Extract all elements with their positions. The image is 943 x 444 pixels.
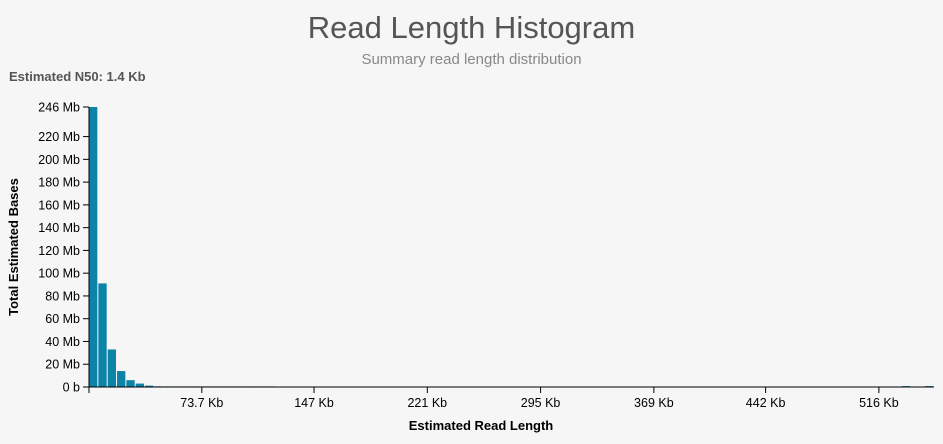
x-tick-label: 295 Kb bbox=[521, 396, 561, 410]
y-tick-label: 120 Mb bbox=[38, 244, 80, 258]
x-tick-label: 147 Kb bbox=[294, 396, 334, 410]
y-axis: 0 b 20 Mb 40 Mb 60 Mb 80 Mb 100 Mb 120 Mb 140 M… bbox=[38, 101, 90, 395]
histogram-bar bbox=[135, 383, 145, 387]
y-tick-label: 20 Mb bbox=[45, 358, 80, 372]
histogram-bar bbox=[117, 371, 126, 387]
y-tick-label: 180 Mb bbox=[38, 176, 80, 190]
histogram-bar bbox=[89, 107, 98, 387]
x-tick-label: 369 Kb bbox=[634, 396, 674, 410]
x-tick-label: 73.7 Kb bbox=[180, 396, 223, 410]
y-tick-label: 40 Mb bbox=[45, 335, 80, 349]
chart-title: Read Length Histogram bbox=[307, 10, 636, 45]
y-tick-label: 246 Mb bbox=[38, 101, 80, 115]
histogram-bar bbox=[107, 349, 117, 387]
y-tick-label: 80 Mb bbox=[45, 289, 80, 303]
histogram-bar bbox=[98, 283, 107, 387]
histogram-bars bbox=[89, 107, 934, 387]
x-axis: 73.7 Kb 147 Kb 221 Kb 295 Kb 369 Kb 442 Kb 516… bbox=[88, 386, 934, 410]
x-tick-label: 221 Kb bbox=[407, 396, 447, 410]
x-axis-label: Estimated Read Length bbox=[409, 418, 554, 433]
chart-subtitle: Summary read length distribution bbox=[361, 51, 582, 68]
y-tick-label: 0 b bbox=[63, 381, 80, 395]
n50-label: Estimated N50: 1.4 Kb bbox=[9, 69, 146, 84]
histogram-bar bbox=[126, 380, 135, 387]
y-tick-label: 220 Mb bbox=[38, 130, 80, 144]
histogram-bar bbox=[145, 385, 154, 387]
y-axis-label: Total Estimated Bases bbox=[6, 178, 21, 316]
y-tick-label: 100 Mb bbox=[38, 267, 80, 281]
y-tick-label: 140 Mb bbox=[38, 221, 80, 235]
y-tick-label: 200 Mb bbox=[38, 153, 80, 167]
x-tick-label: 516 Kb bbox=[859, 396, 899, 410]
y-tick-label: 160 Mb bbox=[38, 198, 80, 212]
y-tick-label: 60 Mb bbox=[45, 312, 80, 326]
x-tick-label: 442 Kb bbox=[746, 396, 786, 410]
